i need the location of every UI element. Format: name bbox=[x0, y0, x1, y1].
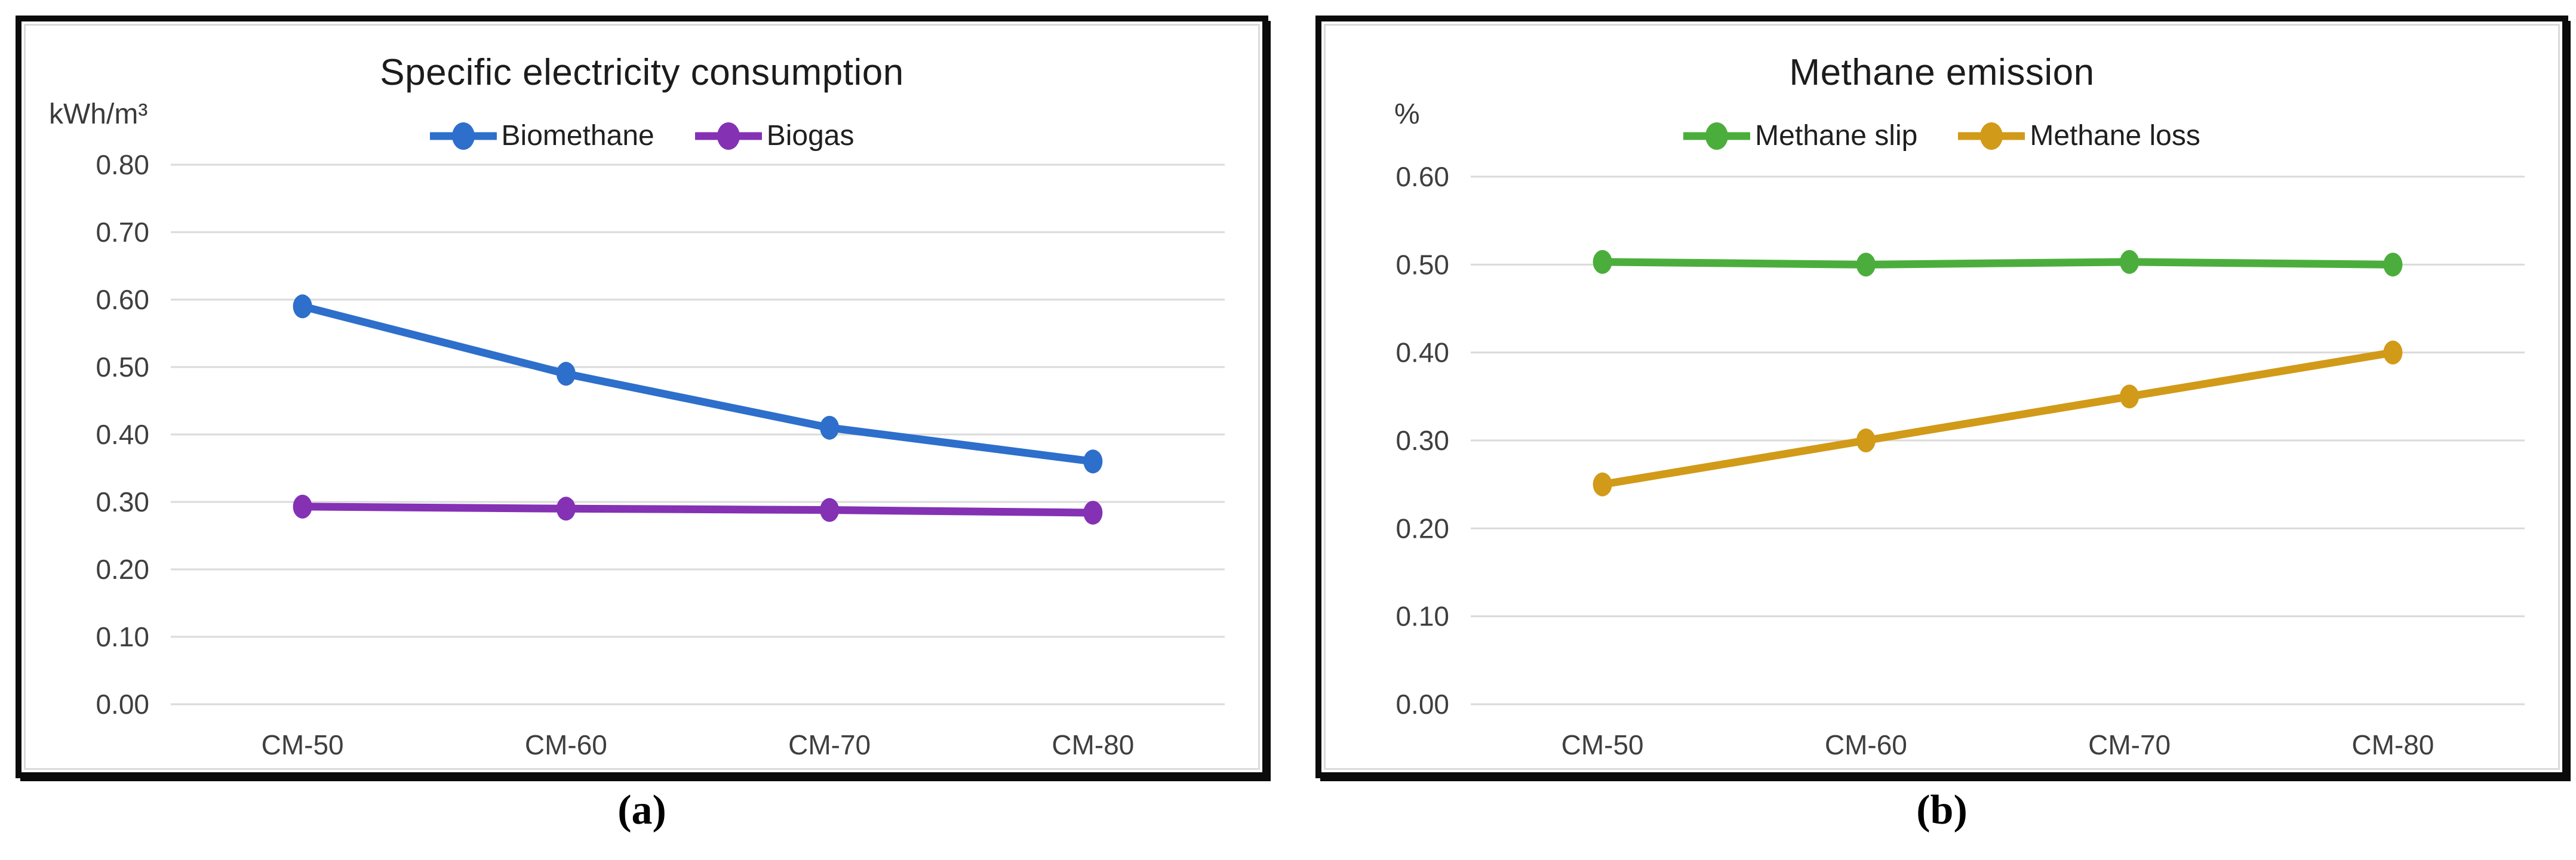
x-category-label: CM-60 bbox=[525, 729, 607, 760]
x-category-label: CM-50 bbox=[1561, 729, 1644, 760]
y-tick-label: 0.30 bbox=[96, 486, 149, 517]
legend-label: Biogas bbox=[766, 120, 854, 152]
y-axis-unit-label: kWh/m³ bbox=[49, 98, 148, 130]
y-axis-unit-label: % bbox=[1394, 98, 1420, 130]
x-category-label: CM-70 bbox=[2088, 729, 2171, 760]
series-line-biomethane bbox=[299, 302, 1097, 466]
y-tick-label: 0.00 bbox=[96, 689, 149, 720]
y-tick-label: 0.50 bbox=[96, 352, 149, 383]
y-tick-label: 0.10 bbox=[96, 621, 149, 652]
y-tick-label: 0.30 bbox=[1395, 425, 1449, 456]
x-category-label: CM-80 bbox=[2351, 729, 2434, 760]
legend-item-methane-loss: Methane loss bbox=[1958, 119, 2200, 152]
legend-item-methane-slip: Methane slip bbox=[1683, 119, 1917, 152]
data-point-marker bbox=[2383, 252, 2403, 277]
y-tick-label: 0.00 bbox=[1395, 689, 1449, 720]
data-point-marker bbox=[293, 294, 312, 319]
data-point-marker bbox=[1856, 429, 1876, 452]
figure-panel-a: 0.00 0.10 0.20 0.30 0.40 0.50 0.60 0.70 0.80 CM-5… bbox=[16, 16, 1268, 778]
y-tick-label: 0.50 bbox=[1395, 249, 1449, 280]
series-line-biogas bbox=[299, 503, 1097, 517]
legend: Methane slip Methane loss bbox=[1321, 119, 2562, 152]
data-point-marker bbox=[820, 415, 840, 440]
legend-label: Biomethane bbox=[501, 120, 654, 152]
data-point-marker bbox=[556, 362, 576, 386]
data-point-marker bbox=[293, 494, 312, 519]
x-category-label: CM-60 bbox=[1825, 729, 1907, 760]
data-point-marker bbox=[1593, 249, 1612, 274]
plot-area: 0.00 0.10 0.20 0.30 0.40 0.50 0.60 0.70 0.80 CM-5… bbox=[96, 149, 1225, 760]
data-point-marker bbox=[1083, 501, 1103, 525]
legend-label: Methane loss bbox=[2030, 120, 2200, 152]
legend-marker-icon bbox=[694, 122, 762, 150]
plot-area: 0.00 0.10 0.20 0.30 0.40 0.50 0.60 CM-50 CM-60 CM… bbox=[1395, 161, 2525, 760]
legend-marker-icon bbox=[1683, 122, 1751, 150]
chart-title: Methane emission bbox=[1789, 52, 2095, 93]
x-category-label: CM-70 bbox=[788, 729, 871, 760]
legend-marker-icon bbox=[429, 122, 497, 150]
y-tick-label: 0.20 bbox=[1395, 513, 1449, 544]
data-point-marker bbox=[2383, 340, 2403, 365]
data-point-marker bbox=[820, 498, 840, 522]
figure-panel-b: 0.00 0.10 0.20 0.30 0.40 0.50 0.60 CM-50 CM-60 CM… bbox=[1315, 16, 2568, 778]
data-point-marker bbox=[2120, 249, 2140, 274]
y-tick-label: 0.60 bbox=[96, 284, 149, 315]
legend-label: Methane slip bbox=[1755, 120, 1918, 152]
y-tick-label: 0.60 bbox=[1395, 161, 1449, 192]
data-point-marker bbox=[1593, 472, 1612, 497]
caption-b: (b) bbox=[1916, 787, 1968, 833]
data-point-marker bbox=[556, 497, 576, 521]
y-tick-label: 0.10 bbox=[1395, 601, 1449, 632]
data-point-marker bbox=[1856, 252, 1876, 277]
legend-marker-icon bbox=[1958, 122, 2025, 150]
data-point-marker bbox=[1083, 449, 1103, 474]
y-tick-label: 0.20 bbox=[96, 554, 149, 585]
series-line-methane-loss bbox=[1599, 349, 2397, 489]
x-category-label: CM-80 bbox=[1052, 729, 1134, 760]
y-tick-label: 0.80 bbox=[96, 149, 149, 180]
legend-item-biogas: Biogas bbox=[694, 119, 854, 152]
x-category-label: CM-50 bbox=[262, 729, 344, 760]
legend: Biomethane Biogas bbox=[21, 119, 1262, 152]
caption-a: (a) bbox=[617, 787, 666, 833]
y-tick-label: 0.40 bbox=[1395, 337, 1449, 368]
data-point-marker bbox=[2120, 384, 2140, 409]
chart-title: Specific electricity consumption bbox=[380, 52, 904, 93]
y-tick-label: 0.40 bbox=[96, 419, 149, 450]
y-tick-label: 0.70 bbox=[96, 217, 149, 248]
series-line-methane-slip bbox=[1599, 258, 2397, 269]
legend-item-biomethane: Biomethane bbox=[429, 119, 654, 152]
